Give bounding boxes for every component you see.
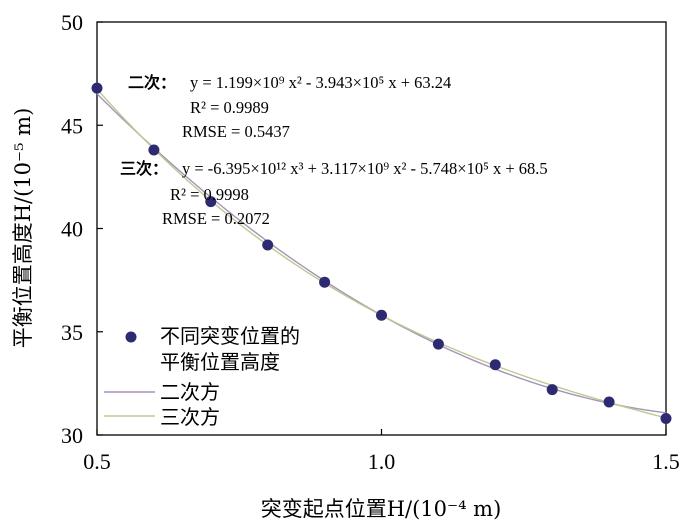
annotation-quadratic-label: 二次： xyxy=(128,73,176,92)
legend: 不同突变位置的 平衡位置高度 二次方 三次方 xyxy=(104,324,300,429)
legend-label-cubic: 三次方 xyxy=(160,405,220,429)
data-point xyxy=(262,239,274,251)
annotation-cubic-r2: R² = 0.9998 xyxy=(170,185,249,204)
x-tick-label: 1.0 xyxy=(368,449,396,474)
data-point xyxy=(432,338,444,350)
data-point xyxy=(205,196,217,208)
y-tick-label: 35 xyxy=(61,320,83,345)
annotation-cubic-equation: y = -6.395×10¹² x³ + 3.117×10⁹ x² - 5.74… xyxy=(182,159,548,178)
y-tick-label: 50 xyxy=(61,10,83,35)
x-axis-title: 突变起点位置H/(10⁻⁴ m) xyxy=(261,497,502,521)
legend-label-points-2: 平衡位置高度 xyxy=(160,350,280,374)
data-point xyxy=(660,412,672,424)
legend-label-quadratic: 二次方 xyxy=(160,380,220,404)
y-axis-title: 平衡位置高度H/(10⁻⁵ m) xyxy=(11,108,35,349)
data-points xyxy=(91,82,672,424)
data-point xyxy=(148,144,160,156)
data-point xyxy=(546,384,558,396)
data-point xyxy=(376,309,387,321)
data-point xyxy=(91,82,103,94)
legend-label-points-1: 不同突变位置的 xyxy=(160,324,300,348)
annotation-cubic-label: 三次： xyxy=(120,159,168,178)
annotation-quadratic-equation: y = 1.199×10⁹ x² - 3.943×10⁵ x + 63.24 xyxy=(190,73,451,92)
y-tick-label: 40 xyxy=(61,217,83,242)
y-tick-label: 30 xyxy=(61,423,83,448)
annotation-quadratic-r2: R² = 0.9989 xyxy=(190,98,269,117)
x-tick-label: 0.5 xyxy=(83,449,111,474)
annotation-quadratic-rmse: RMSE = 0.5437 xyxy=(182,122,290,141)
data-point xyxy=(319,276,331,288)
legend-marker-points xyxy=(125,331,137,343)
axis-ticks: 0.5 1.0 1.5 30 35 40 45 50 xyxy=(61,10,680,474)
y-tick-label: 45 xyxy=(61,113,83,138)
x-tick-label: 1.5 xyxy=(652,449,680,474)
data-point xyxy=(489,359,501,371)
annotation-cubic-rmse: RMSE = 0.2072 xyxy=(162,209,270,228)
data-point xyxy=(603,396,615,408)
